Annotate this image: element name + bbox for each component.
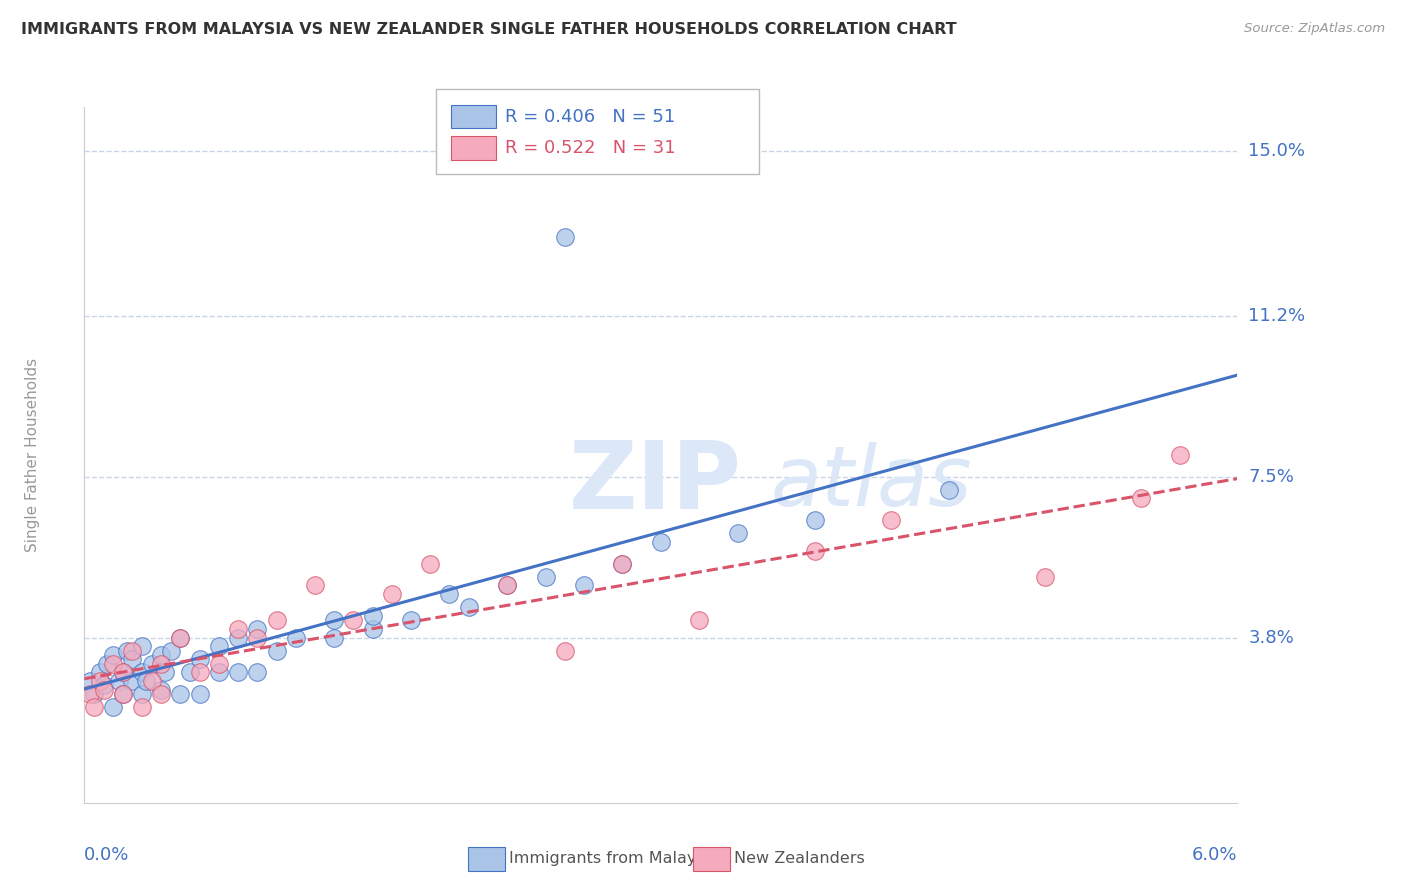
Text: IMMIGRANTS FROM MALAYSIA VS NEW ZEALANDER SINGLE FATHER HOUSEHOLDS CORRELATION C: IMMIGRANTS FROM MALAYSIA VS NEW ZEALANDE… <box>21 22 956 37</box>
Point <box>342 613 364 627</box>
Point <box>93 682 115 697</box>
Point <box>131 687 153 701</box>
Point <box>150 648 173 662</box>
Point <box>246 631 269 645</box>
Point <box>160 643 183 657</box>
Point <box>226 665 249 680</box>
Point <box>1130 491 1153 506</box>
Point <box>121 674 143 689</box>
Text: R = 0.406   N = 51: R = 0.406 N = 51 <box>505 108 675 126</box>
Point <box>361 608 384 623</box>
Point <box>111 687 134 701</box>
Text: ZIP: ZIP <box>568 437 741 529</box>
Text: 11.2%: 11.2% <box>1249 307 1306 325</box>
Text: atlas: atlas <box>770 442 972 524</box>
Point <box>121 643 143 657</box>
Point <box>115 643 138 657</box>
Point <box>284 631 307 645</box>
Point <box>208 639 231 653</box>
Point <box>266 643 288 657</box>
Point <box>803 543 825 558</box>
Point <box>226 631 249 645</box>
Point <box>572 578 595 592</box>
Point <box>141 657 163 671</box>
Point <box>131 639 153 653</box>
Point <box>83 687 105 701</box>
Point <box>83 700 105 714</box>
Point <box>169 631 191 645</box>
Point <box>111 687 134 701</box>
Point <box>150 682 173 697</box>
Point <box>381 587 404 601</box>
Point <box>108 674 131 689</box>
Point <box>89 665 111 680</box>
Point <box>188 652 211 666</box>
Point <box>208 665 231 680</box>
Point <box>111 665 134 680</box>
Point <box>188 687 211 701</box>
Point <box>246 665 269 680</box>
Point <box>150 687 173 701</box>
Point <box>179 665 201 680</box>
Point <box>534 570 557 584</box>
Point <box>96 657 118 671</box>
Point <box>1168 448 1191 462</box>
Point <box>361 622 384 636</box>
Point <box>650 534 672 549</box>
Text: 7.5%: 7.5% <box>1249 467 1295 485</box>
Point <box>419 557 441 571</box>
Point <box>554 230 576 244</box>
Point <box>246 622 269 636</box>
Text: 0.0%: 0.0% <box>84 847 129 864</box>
Text: 15.0%: 15.0% <box>1249 142 1305 160</box>
Point <box>103 657 124 671</box>
Text: 6.0%: 6.0% <box>1192 847 1237 864</box>
Text: Immigrants from Malaysia: Immigrants from Malaysia <box>509 851 718 865</box>
Point <box>323 631 346 645</box>
Point <box>612 557 634 571</box>
Point <box>304 578 326 592</box>
Point <box>323 613 346 627</box>
Point <box>612 557 634 571</box>
Point <box>439 587 461 601</box>
Point <box>79 687 101 701</box>
Point <box>111 665 134 680</box>
Point <box>727 526 749 541</box>
Text: 3.8%: 3.8% <box>1249 629 1294 647</box>
Point <box>399 613 422 627</box>
Point <box>153 665 176 680</box>
Point <box>496 578 519 592</box>
Point <box>496 578 519 592</box>
Point <box>121 652 143 666</box>
Point <box>1033 570 1056 584</box>
Point <box>89 674 111 689</box>
Point <box>103 700 124 714</box>
Point <box>169 631 191 645</box>
Point <box>803 513 825 527</box>
Point <box>79 674 101 689</box>
Point <box>135 674 157 689</box>
Point <box>226 622 249 636</box>
Point <box>131 665 153 680</box>
Point <box>266 613 288 627</box>
Point <box>208 657 231 671</box>
Point <box>103 648 124 662</box>
Text: New Zealanders: New Zealanders <box>734 851 865 865</box>
Point <box>938 483 960 497</box>
Point <box>457 600 479 615</box>
Point <box>554 643 576 657</box>
Point <box>688 613 710 627</box>
Point <box>880 513 903 527</box>
Point <box>150 657 173 671</box>
Point <box>141 674 163 689</box>
Text: Source: ZipAtlas.com: Source: ZipAtlas.com <box>1244 22 1385 36</box>
Text: Single Father Households: Single Father Households <box>25 358 39 552</box>
Point <box>188 665 211 680</box>
Point <box>93 678 115 692</box>
Text: R = 0.522   N = 31: R = 0.522 N = 31 <box>505 139 675 157</box>
Point <box>169 687 191 701</box>
Point <box>131 700 153 714</box>
